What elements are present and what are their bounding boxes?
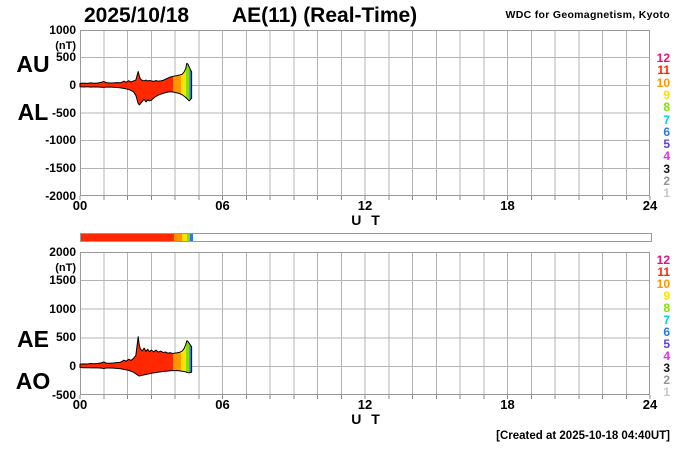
waveform-fill-stations-10: [173, 336, 181, 377]
legend-count-4: 4: [663, 149, 670, 164]
x-tick-label: 18: [500, 198, 515, 213]
wdc-credit: WDC for Geomagnetism, Kyoto: [505, 9, 670, 21]
legend-count-3: 3: [663, 361, 670, 375]
y-tick-label: 500: [55, 330, 76, 345]
legend-count-12: 12: [656, 51, 670, 65]
plot-title: AE(11) (Real-Time): [232, 4, 418, 27]
y-tick-label: 500: [55, 50, 76, 65]
plot-border: [80, 30, 650, 196]
y-tick-label: 1500: [49, 273, 76, 288]
availability-segment-stations-10: [174, 234, 182, 241]
ut-axis-label-top: U T: [351, 212, 383, 228]
x-tick-label: 00: [72, 198, 88, 213]
waveform-fill-stations-11: [80, 336, 174, 377]
al-index-label: AL: [17, 99, 49, 125]
x-tick-label: 18: [500, 397, 515, 412]
legend-count-7: 7: [663, 112, 670, 127]
legend-count-11: 11: [657, 265, 670, 279]
x-tick-label: 24: [642, 397, 658, 412]
legend-count-2: 2: [663, 174, 670, 188]
unit-label: (nT): [55, 40, 76, 52]
y-tick-label: -1000: [45, 133, 76, 148]
y-tick-label: 2000: [49, 244, 76, 259]
x-tick-label: 06: [215, 397, 230, 412]
ae-index-label: AE: [17, 326, 49, 352]
y-tick-label: 1000: [49, 301, 76, 316]
waveform-fill-stations-9: [180, 336, 186, 377]
legend-count-8: 8: [663, 301, 670, 315]
availability-segment-stations-8: [186, 234, 191, 241]
waveform-outline: [79, 336, 193, 377]
y-tick-label: -2000: [45, 188, 76, 203]
legend-count-12: 12: [656, 253, 670, 267]
y-tick-label: -500: [51, 105, 76, 120]
waveform-fill-stations-6: [189, 336, 192, 377]
x-tick-label: 12: [357, 397, 373, 412]
y-tick-label: 1000: [49, 22, 76, 37]
legend-count-9: 9: [663, 289, 670, 303]
created-timestamp: [Created at 2025-10-18 04:40UT]: [496, 430, 670, 442]
legend-count-6: 6: [663, 325, 670, 339]
legend-count-2: 2: [663, 373, 670, 387]
au-index-label: AU: [16, 51, 50, 77]
legend-count-3: 3: [663, 161, 670, 176]
legend-count-10: 10: [656, 277, 670, 291]
y-tick-label: 0: [69, 77, 76, 92]
au-al-chart: [79, 30, 651, 200]
ao-index-label: AO: [15, 368, 51, 394]
legend-count-10: 10: [656, 75, 670, 90]
ae-ao-chart: [79, 252, 651, 399]
legend-count-7: 7: [663, 313, 670, 327]
x-tick-label: 00: [72, 397, 88, 412]
waveform-fill-stations-8: [185, 63, 190, 105]
ut-axis-label-bottom: U T: [351, 411, 383, 427]
legend-count-4: 4: [663, 349, 670, 363]
waveform-fill-stations-9: [180, 63, 186, 105]
y-tick-label: -500: [51, 387, 76, 402]
waveform-outline: [79, 62, 193, 106]
legend-count-11: 11: [657, 63, 670, 78]
legend-count-1: 1: [663, 186, 670, 201]
waveform-fill-stations-8: [185, 336, 190, 377]
x-tick-label: 24: [642, 198, 658, 213]
legend-count-1: 1: [663, 385, 670, 399]
data-availability-bar: [80, 233, 652, 242]
legend-count-6: 6: [663, 124, 670, 139]
x-tick-label: 06: [215, 198, 230, 213]
y-tick-label: 0: [69, 358, 76, 373]
availability-segment-stations-11: [81, 234, 175, 241]
legend-count-5: 5: [663, 137, 670, 152]
y-tick-label: -1500: [45, 160, 76, 175]
legend-count-5: 5: [663, 337, 670, 351]
plot-border: [80, 252, 650, 395]
availability-segment-stations-9: [181, 234, 187, 241]
legend-count-8: 8: [663, 100, 670, 115]
waveform-fill-stations-6: [189, 63, 192, 105]
x-tick-label: 12: [357, 198, 373, 213]
unit-label: (nT): [55, 262, 76, 274]
waveform-fill-stations-10: [173, 63, 181, 105]
availability-segment-stations-6: [190, 234, 193, 241]
plot-date: 2025/10/18: [84, 4, 190, 27]
legend-count-9: 9: [663, 87, 670, 102]
